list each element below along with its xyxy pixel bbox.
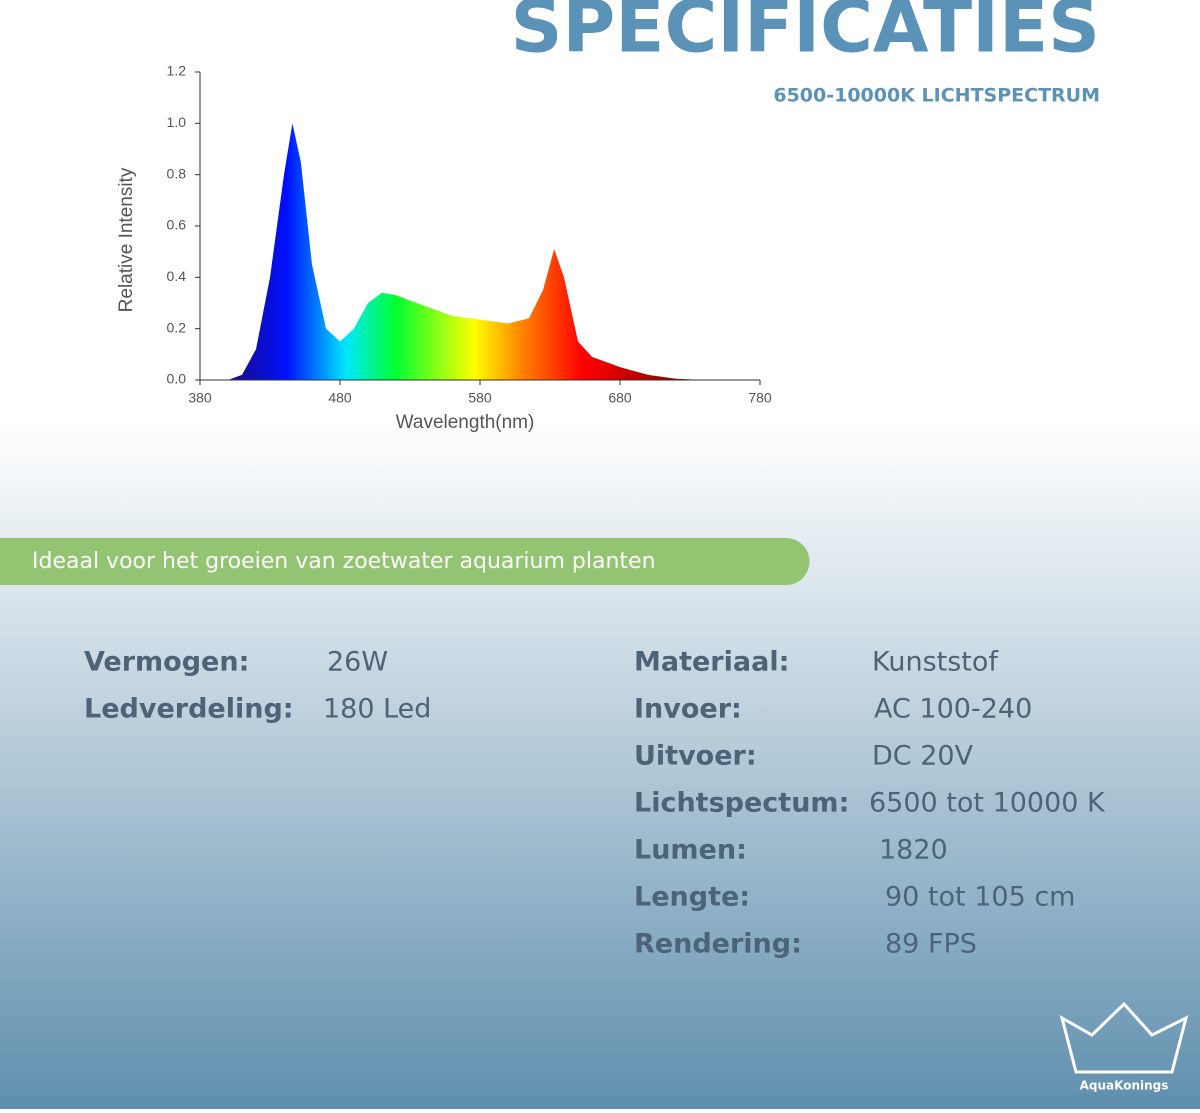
y-tick-label: 0.8 xyxy=(167,165,187,181)
spec-value: AC 100-240 xyxy=(874,694,1032,725)
spec-label: Lichtspectum: xyxy=(634,788,849,819)
title: SPECIFICATIES xyxy=(511,0,1100,69)
banner xyxy=(0,538,810,585)
spec-value: 180 Led xyxy=(323,694,431,725)
spec-value: Kunststof xyxy=(872,647,999,678)
y-tick-label: 0.0 xyxy=(167,371,187,387)
logo: AquaKonings xyxy=(1059,1001,1189,1093)
spec-label: Rendering: xyxy=(634,929,802,960)
x-tick-label: 480 xyxy=(328,390,352,406)
x-axis-label: Wavelength(nm) xyxy=(396,412,535,433)
spec-label: Lumen: xyxy=(634,835,747,866)
x-tick-label: 680 xyxy=(608,390,632,406)
subtitle: 6500-10000K LICHTSPECTRUM xyxy=(773,85,1100,107)
spec-value: DC 20V xyxy=(872,741,974,772)
x-tick-label: 580 xyxy=(468,390,492,406)
x-tick-label: 780 xyxy=(748,390,772,406)
y-axis-label: Relative Intensity xyxy=(116,167,137,312)
spec-label: Lengte: xyxy=(634,882,750,913)
spec-value: 89 FPS xyxy=(885,929,977,960)
y-tick-label: 0.2 xyxy=(167,319,187,335)
y-tick-label: 1.2 xyxy=(167,63,187,79)
spectrum-area xyxy=(228,123,704,380)
spec-label: Uitvoer: xyxy=(634,741,757,772)
y-tick-label: 0.6 xyxy=(167,217,187,233)
spec-value: 6500 tot 10000 K xyxy=(869,788,1106,819)
y-tick-label: 1.0 xyxy=(167,114,187,130)
logo-text: AquaKonings xyxy=(1080,1079,1169,1093)
spec-value: 90 tot 105 cm xyxy=(885,882,1075,913)
y-tick-label: 0.4 xyxy=(167,268,187,284)
banner-text: Ideaal voor het groeien van zoetwater aq… xyxy=(32,549,656,574)
spec-label: Ledverdeling: xyxy=(84,694,294,725)
spec-label: Vermogen: xyxy=(84,647,249,678)
x-tick-label: 380 xyxy=(188,390,212,406)
spec-label: Materiaal: xyxy=(634,647,789,678)
spec-value: 26W xyxy=(327,647,388,678)
spec-label: Invoer: xyxy=(634,694,742,725)
spec-value: 1820 xyxy=(879,835,948,866)
